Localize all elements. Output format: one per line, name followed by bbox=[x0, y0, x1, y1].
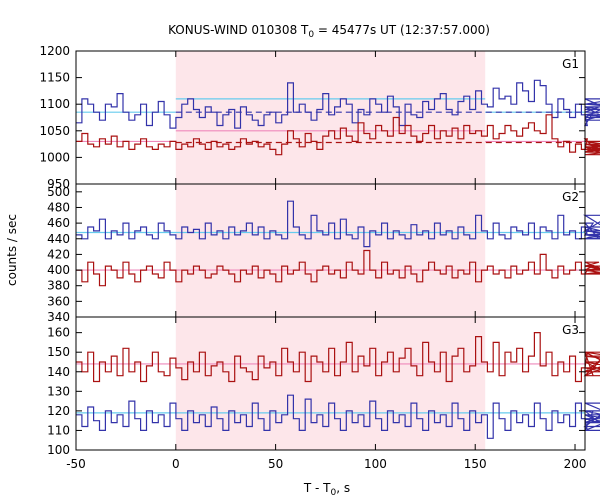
y-tick-label: 420 bbox=[47, 247, 70, 261]
panel-label: G2 bbox=[562, 190, 579, 204]
series-blue-g2 bbox=[76, 200, 600, 248]
y-axis-label: counts / sec bbox=[5, 214, 19, 286]
chart-title-suffix: = 45477s UT (12:37:57.000) bbox=[314, 23, 490, 37]
x-axis-label-subscript: 0 bbox=[331, 488, 337, 498]
y-tick-label: 400 bbox=[47, 263, 70, 277]
shaded-interval bbox=[175, 184, 486, 317]
y-tick-label: 950 bbox=[47, 177, 70, 191]
panel-g1: 950 1000 1050 1100 1150 1200 G1 bbox=[39, 44, 600, 191]
x-tick-label: 50 bbox=[268, 457, 283, 471]
series-blue-g3 bbox=[76, 394, 600, 439]
y-tick-label: 440 bbox=[47, 232, 70, 246]
y-tick-label: 100 bbox=[47, 443, 70, 457]
y-tick-label: 160 bbox=[47, 326, 70, 340]
y-tick-label: 1050 bbox=[39, 124, 70, 138]
plot-area: 95010001050110011501200G1340360380400420… bbox=[39, 44, 600, 471]
shaded-interval bbox=[175, 51, 486, 184]
panel-frame bbox=[75, 316, 586, 451]
x-axis-label-prefix: T - T bbox=[303, 481, 331, 495]
y-tick-label: 500 bbox=[47, 185, 70, 199]
shaded-interval bbox=[175, 317, 486, 450]
x-tick-label: 200 bbox=[564, 457, 587, 471]
y-tick-label: 1150 bbox=[39, 71, 70, 85]
y-tick-label: 460 bbox=[47, 216, 70, 230]
y-tick-label: 140 bbox=[47, 365, 70, 379]
y-tick-label: 110 bbox=[47, 423, 70, 437]
series-red-g1 bbox=[76, 114, 600, 156]
series-red-g2 bbox=[76, 249, 600, 287]
chart-title-subscript: 0 bbox=[308, 30, 314, 40]
y-tick-label: 130 bbox=[47, 384, 70, 398]
x-tick-label: -50 bbox=[66, 457, 86, 471]
y-tick-label: 120 bbox=[47, 404, 70, 418]
x-tick-label: 100 bbox=[364, 457, 387, 471]
panel-label: G3 bbox=[562, 323, 579, 337]
x-tick-label: 0 bbox=[172, 457, 180, 471]
y-tick-label: 380 bbox=[47, 279, 70, 293]
y-tick-label: 340 bbox=[47, 310, 70, 324]
y-tick-label: 360 bbox=[47, 294, 70, 308]
series-blue-g1 bbox=[76, 79, 600, 129]
y-tick-label: 1200 bbox=[39, 44, 70, 58]
panel-g3: 100 110 120 130 140 150 160 G3 bbox=[47, 316, 600, 457]
y-tick-label: 150 bbox=[47, 345, 70, 359]
x-tick-label: 150 bbox=[464, 457, 487, 471]
series-red-g3 bbox=[76, 332, 600, 383]
chart-title: KONUS-WIND 010308 T0 = 45477s UT (12:37:… bbox=[168, 23, 490, 40]
x-axis-label-suffix: , s bbox=[336, 481, 350, 495]
y-tick-label: 1100 bbox=[39, 97, 70, 111]
x-axis-label: T - T0, s bbox=[303, 481, 350, 498]
y-tick-label: 1000 bbox=[39, 150, 70, 164]
y-tick-label: 480 bbox=[47, 200, 70, 214]
chart-title-prefix: KONUS-WIND 010308 T bbox=[168, 23, 309, 37]
panel-label: G1 bbox=[562, 57, 579, 71]
